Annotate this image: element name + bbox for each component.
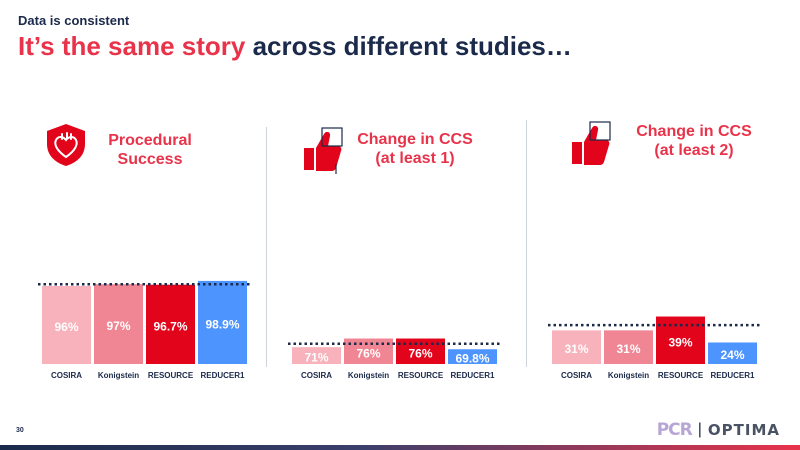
- bar: [94, 284, 143, 364]
- bar: [604, 330, 653, 364]
- bar-chart: 96% COSIRA 97% Konigstein 96.7% RESOURCE 98.9%…: [38, 280, 252, 380]
- category-label: RESOURCE: [398, 371, 444, 380]
- footer-bar: [0, 445, 800, 450]
- bar: [708, 342, 757, 364]
- section-kicker: Data is consistent: [18, 13, 130, 28]
- data-label: 96%: [54, 320, 78, 334]
- bar: [448, 349, 497, 364]
- optima-logo: OPTIMA: [707, 421, 780, 439]
- bar-chart: 31% COSIRA 31% Konigstein 39% RESOURCE 24% REDU…: [548, 316, 762, 380]
- bar: [292, 347, 341, 364]
- category-label: RESOURCE: [148, 371, 194, 380]
- bar: [552, 330, 601, 364]
- footer-logos: PCR | OPTIMA: [657, 418, 780, 442]
- page-number: 30: [16, 427, 24, 434]
- data-label: 31%: [616, 342, 640, 356]
- data-label: 71%: [304, 351, 328, 365]
- chart-title: Procedural Success: [108, 132, 192, 168]
- pcr-logo: PCR: [656, 420, 693, 440]
- title-rest: across different studies…: [245, 31, 572, 61]
- category-label: COSIRA: [301, 371, 332, 380]
- thumbs-up-icon: [568, 120, 612, 175]
- category-label: Konigstein: [348, 371, 389, 380]
- bar: [146, 284, 195, 364]
- category-label: REDUCER1: [450, 371, 495, 380]
- category-label: REDUCER1: [200, 371, 245, 380]
- data-label: 76%: [356, 346, 380, 360]
- category-label: REDUCER1: [710, 371, 755, 380]
- data-label: 69.8%: [455, 352, 489, 366]
- chart-title: Change in CCS (at least 1): [357, 131, 473, 167]
- category-label: COSIRA: [561, 371, 592, 380]
- data-label: 31%: [564, 342, 588, 356]
- category-label: RESOURCE: [658, 371, 704, 380]
- category-label: COSIRA: [51, 371, 82, 380]
- chart-panel-ccs-2: Change in CCS (at least 2) 31% COSIRA 31% K…: [540, 110, 770, 400]
- divider: [526, 120, 527, 367]
- thumbs-up-icon: [300, 126, 344, 181]
- logo-separator: |: [697, 421, 702, 438]
- data-label: 98.9%: [205, 317, 239, 331]
- chart-panel-ccs-1: Change in CCS (at least 1) 71% COSIRA 76% K…: [280, 110, 510, 400]
- bar: [344, 338, 393, 364]
- category-label: Konigstein: [608, 371, 649, 380]
- heart-shield-icon: [44, 122, 88, 173]
- category-label: Konigstein: [98, 371, 139, 380]
- bar: [42, 285, 91, 364]
- data-label: 97%: [106, 319, 130, 333]
- bar-chart: 71% COSIRA 76% Konigstein 76% RESOURCE 69.8% RE…: [288, 338, 502, 380]
- chart-panel-procedural-success: Procedural Success 96% COSIRA 97% Konigstei…: [30, 110, 260, 400]
- divider: [266, 127, 267, 367]
- page-title: It’s the same story across different stu…: [18, 31, 572, 62]
- bar: [198, 280, 247, 364]
- data-label: 24%: [720, 348, 744, 362]
- data-label: 96.7%: [153, 319, 187, 333]
- data-label: 76%: [408, 346, 432, 360]
- data-label: 39%: [668, 335, 692, 349]
- title-highlight: It’s the same story: [18, 31, 246, 61]
- chart-title: Change in CCS (at least 2): [636, 123, 752, 159]
